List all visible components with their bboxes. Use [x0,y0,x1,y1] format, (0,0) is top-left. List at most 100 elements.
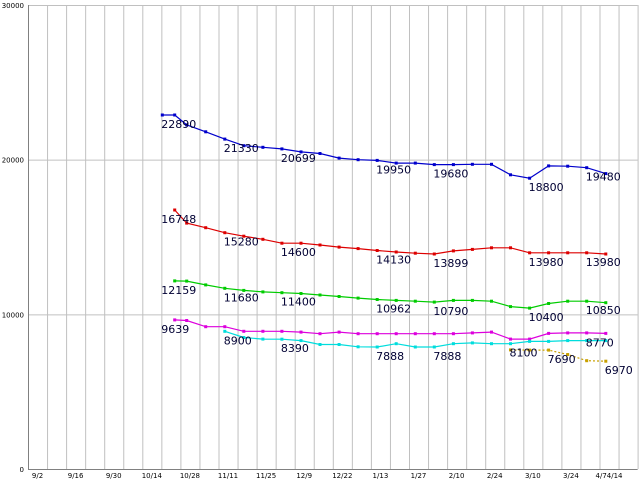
data-point [318,293,322,297]
x-tick-label: 2/10 [449,472,465,480]
data-point [413,251,417,255]
data-point [509,305,512,309]
data-point [604,339,608,343]
data-point [509,246,512,250]
x-tick-label: 3/10 [525,472,541,480]
data-label: 8390 [281,342,309,355]
x-tick-label: 10/28 [180,472,200,480]
data-point [585,339,589,343]
data-point [204,226,208,230]
data-point [173,208,177,212]
data-point [604,359,608,363]
data-point [280,241,284,245]
data-label: 20699 [281,152,316,165]
data-point [375,345,379,349]
data-point [173,279,177,283]
data-point [185,221,189,225]
series-line-6 [510,349,606,362]
data-point [470,298,474,302]
data-point [356,296,360,300]
data-point [223,231,227,235]
data-point [585,359,589,363]
data-point [490,330,493,334]
data-point [604,252,608,256]
data-point [173,113,177,117]
data-point [223,137,227,141]
data-label: 12159 [161,284,196,297]
data-point [280,337,284,341]
data-label: 9639 [161,323,189,336]
y-tick-label: 30000 [2,2,24,10]
data-point [451,249,455,253]
data-point [490,162,493,166]
data-point [470,331,474,335]
data-label: 19680 [433,168,468,181]
data-point [604,172,608,176]
data-label: 16748 [161,213,196,226]
data-point [394,250,398,254]
data-point [223,329,227,333]
x-tick-label: 3/24 [563,472,579,480]
data-label: 15280 [224,236,259,249]
x-tick-label: 12/22 [332,472,352,480]
data-label: 11400 [281,296,316,309]
series-group [160,113,608,363]
data-point [318,152,322,155]
x-tick-label: 2/24 [487,472,503,480]
x-tick-label: 9/2 [32,472,43,480]
data-point [337,295,341,298]
data-point [432,163,436,167]
data-label: 6970 [605,364,633,377]
grid [28,5,639,470]
data-point [490,342,493,346]
x-tick-label: 12/9 [296,472,312,480]
data-point [261,145,265,149]
data-point [356,345,360,349]
data-point [604,331,608,335]
data-point [242,288,246,292]
data-point [566,299,570,303]
data-label: 10850 [586,304,621,317]
data-point [204,325,208,329]
x-tick-label: 10/14 [142,472,163,480]
data-point [375,298,379,301]
data-label: 22890 [161,118,196,131]
data-point [261,290,265,294]
data-label: 10790 [433,305,468,318]
data-label: 8100 [510,347,538,360]
data-point [173,318,177,322]
data-point [566,164,570,168]
data-point [280,147,284,151]
data-point [204,130,208,134]
data-label: 13980 [529,256,564,269]
data-point [375,332,379,336]
data-label: 10962 [376,302,411,315]
data-point [356,332,360,336]
data-point [394,161,398,165]
data-point [432,345,436,349]
data-point [547,251,551,255]
data-point [432,252,436,256]
data-point [337,245,341,249]
data-point [509,342,512,346]
data-point [509,173,512,177]
x-tick-label: 1/13 [373,472,389,480]
y-tick-labels: 0 10000 20000 30000 [2,2,24,474]
data-point [585,331,589,335]
x-tick-label: 4/74/14 [596,472,624,480]
data-point [242,329,246,333]
data-point [337,343,341,346]
data-point [242,234,246,238]
data-point [490,299,493,303]
data-point [356,158,360,162]
data-point [547,348,551,352]
data-label: 18800 [529,181,564,194]
data-point [585,251,589,255]
data-point [337,330,341,334]
axes [28,5,638,470]
data-point [299,150,303,154]
data-point [299,330,303,334]
data-point [318,332,322,336]
data-label: 13899 [433,257,468,270]
data-label: 21330 [224,142,259,155]
